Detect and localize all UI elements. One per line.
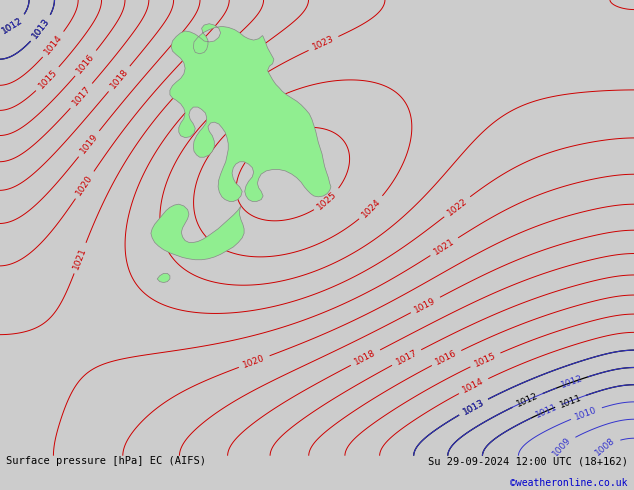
Text: 1021: 1021 <box>432 237 456 257</box>
Text: 1013: 1013 <box>462 397 486 416</box>
Text: 1012: 1012 <box>1 16 25 36</box>
Text: 1012: 1012 <box>560 374 585 391</box>
Text: Surface pressure [hPa] EC (AIFS): Surface pressure [hPa] EC (AIFS) <box>6 457 206 466</box>
Text: 1008: 1008 <box>593 436 617 458</box>
Text: 1015: 1015 <box>473 351 498 368</box>
Text: 1022: 1022 <box>446 196 469 217</box>
Text: 1015: 1015 <box>36 68 59 91</box>
Text: 1016: 1016 <box>75 51 96 75</box>
Text: 1010: 1010 <box>574 405 598 421</box>
Text: 1025: 1025 <box>316 189 339 211</box>
Text: Su 29-09-2024 12:00 UTC (18+162): Su 29-09-2024 12:00 UTC (18+162) <box>428 457 628 466</box>
Text: 1012: 1012 <box>515 392 540 409</box>
Text: 1013: 1013 <box>31 17 52 41</box>
Text: 1011: 1011 <box>534 402 559 419</box>
Text: 1024: 1024 <box>360 196 382 219</box>
Text: 1019: 1019 <box>78 132 100 156</box>
Text: 1013: 1013 <box>31 17 52 41</box>
Polygon shape <box>157 273 170 283</box>
Text: 1009: 1009 <box>551 435 573 458</box>
Text: 1011: 1011 <box>558 393 583 410</box>
Text: 1017: 1017 <box>70 84 93 107</box>
Text: ©weatheronline.co.uk: ©weatheronline.co.uk <box>510 478 628 488</box>
Text: 1019: 1019 <box>413 295 437 314</box>
Polygon shape <box>170 24 331 201</box>
Text: 1018: 1018 <box>108 67 130 91</box>
Text: 1017: 1017 <box>394 348 419 367</box>
Text: 1016: 1016 <box>434 349 459 367</box>
Text: 1014: 1014 <box>462 377 486 395</box>
Text: 1012: 1012 <box>1 16 25 36</box>
Text: 1014: 1014 <box>42 33 64 56</box>
Text: 1013: 1013 <box>462 397 486 416</box>
Text: 1020: 1020 <box>242 353 266 370</box>
Text: 1023: 1023 <box>311 34 336 52</box>
Text: 1021: 1021 <box>72 246 88 270</box>
Text: 1020: 1020 <box>75 173 95 197</box>
Text: 1018: 1018 <box>353 348 378 367</box>
Polygon shape <box>151 204 244 260</box>
